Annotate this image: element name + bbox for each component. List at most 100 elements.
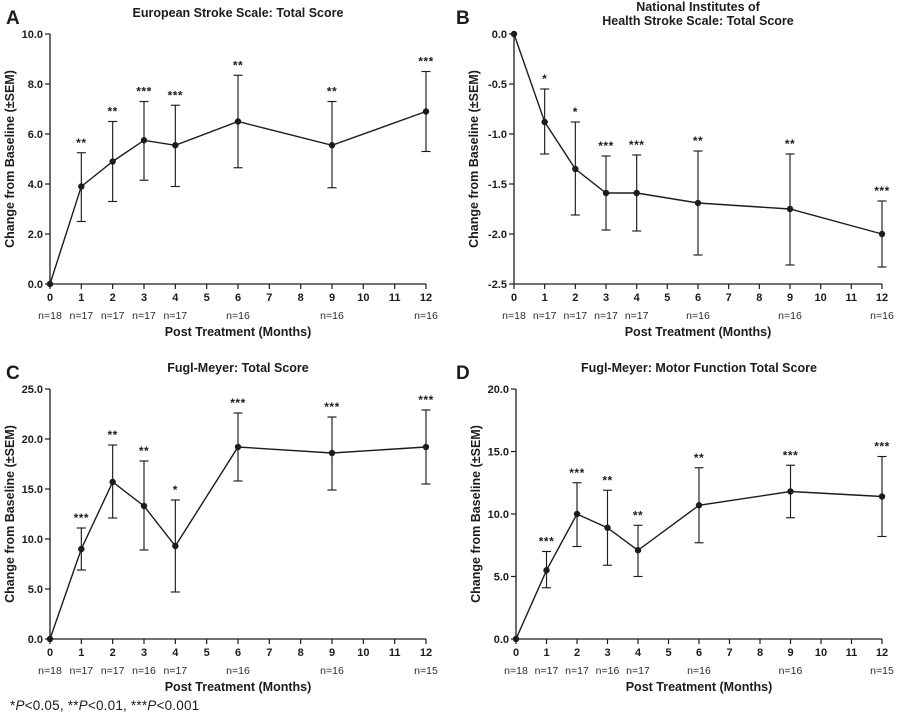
chart-title-line2: Health Stroke Scale: Total Score (602, 14, 794, 28)
data-point (46, 280, 54, 288)
sample-size-label: n=18 (502, 310, 526, 322)
panel-letter: A (6, 8, 20, 29)
sample-size-label: n=17 (101, 310, 125, 322)
x-tick-label: 12 (420, 647, 432, 659)
y-tick-label: -0.5 (488, 79, 507, 91)
panel-letter: B (456, 8, 470, 29)
sample-size-label: n=16 (687, 665, 711, 677)
y-axis-title: Change from Baseline (±SEM) (467, 70, 481, 248)
y-tick-label: 20.0 (488, 384, 509, 396)
x-tick-label: 2 (574, 647, 580, 659)
sample-size-label: n=16 (779, 665, 803, 677)
x-tick-label: 3 (603, 292, 609, 304)
x-tick-label: 9 (329, 647, 335, 659)
x-tick-label: 6 (695, 292, 701, 304)
x-tick-label: 11 (846, 292, 858, 304)
data-point (140, 137, 148, 144)
series-line (49, 110, 427, 285)
x-tick-label: 8 (757, 647, 763, 659)
significance-marker: ** (107, 105, 117, 119)
data-point (878, 493, 886, 500)
significance-marker: *** (874, 440, 890, 454)
x-tick-label: 1 (542, 292, 548, 304)
significance-marker: *** (418, 393, 434, 407)
significance-marker: ** (693, 134, 703, 148)
sample-size-label: n=18 (38, 310, 62, 322)
x-tick-label: 11 (389, 647, 401, 659)
sample-size-label: n=18 (504, 665, 528, 677)
x-axis-title: Post Treatment (Months) (165, 325, 312, 339)
y-tick-label: 5.0 (494, 572, 509, 584)
data-point (787, 488, 794, 495)
data-point (46, 635, 54, 643)
x-tick-label: 4 (172, 647, 179, 659)
x-tick-label: 1 (78, 647, 84, 659)
x-tick-label: 10 (357, 292, 369, 304)
data-point (234, 443, 242, 451)
footnote-text: * (10, 698, 16, 713)
data-point (604, 524, 611, 531)
sample-size-label: n=16 (596, 665, 620, 677)
sample-size-label: n=16 (870, 310, 894, 322)
x-tick-label: 3 (604, 647, 610, 659)
y-tick-label: 2.0 (28, 229, 43, 241)
significance-marker: ** (233, 58, 243, 72)
data-point (422, 443, 430, 451)
x-tick-label: 9 (787, 647, 793, 659)
y-tick-label: 15.0 (488, 447, 509, 459)
y-tick-label: 10.0 (488, 509, 509, 521)
x-tick-label: 0 (513, 647, 519, 659)
significance-marker: ** (602, 473, 612, 487)
significance-marker: *** (74, 511, 90, 525)
x-tick-label: 5 (204, 292, 210, 304)
data-point (78, 183, 85, 190)
panel-grid: A European Stroke Scale: Total Score 0.0 2.… (3, 0, 894, 694)
data-point (634, 547, 642, 554)
x-tick-label: 7 (726, 292, 732, 304)
y-tick-label: 8.0 (28, 79, 43, 91)
y-tick-label: 6.0 (28, 129, 43, 141)
data-point (512, 635, 520, 643)
y-axis-title: Change from Baseline (±SEM) (3, 70, 17, 248)
sample-size-label: n=16 (686, 310, 710, 322)
data-point (510, 30, 518, 38)
y-tick-label: -2.5 (488, 279, 507, 291)
y-tick-label: 10.0 (22, 29, 43, 41)
data-point (328, 449, 336, 457)
x-tick-label: 5 (204, 647, 210, 659)
sample-size-label: n=17 (164, 310, 188, 322)
x-tick-label: 4 (635, 647, 642, 659)
data-point (78, 545, 85, 553)
sample-size-label: n=16 (320, 310, 344, 322)
x-tick-label: 2 (110, 647, 116, 659)
significance-marker: *** (783, 448, 799, 462)
chart-title: Fugl-Meyer: Total Score (167, 361, 309, 375)
sample-size-label: n=16 (320, 665, 344, 677)
x-tick-label: 8 (298, 292, 304, 304)
significance-marker: *** (598, 139, 614, 153)
significance-marker: * (573, 105, 578, 119)
x-tick-label: 4 (634, 292, 641, 304)
x-tick-label: 6 (235, 647, 241, 659)
y-tick-label: 0.0 (494, 634, 509, 646)
significance-marker: *** (629, 138, 645, 152)
x-tick-label: 7 (726, 647, 732, 659)
y-tick-label: 0.0 (492, 29, 507, 41)
y-tick-label: 10.0 (22, 534, 43, 546)
x-tick-label: 10 (815, 647, 827, 659)
x-axis-title: Post Treatment (Months) (626, 680, 773, 694)
footnote-p-italic: P (78, 698, 88, 713)
data-point (695, 502, 703, 509)
x-tick-label: 3 (141, 292, 147, 304)
sample-size-label: n=16 (132, 665, 156, 677)
panel-letter: C (6, 363, 20, 384)
x-tick-label: 9 (329, 292, 335, 304)
y-tick-label: 0.0 (28, 279, 43, 291)
sample-size-label: n=17 (535, 665, 559, 677)
significance-marker: * (173, 483, 178, 497)
significance-footnote: *P<0.05, **P<0.01, ***P<0.001 (10, 698, 199, 713)
x-tick-label: 11 (846, 647, 858, 659)
significance-marker: ** (139, 444, 149, 458)
x-tick-label: 9 (787, 292, 793, 304)
sample-size-label: n=17 (626, 665, 650, 677)
